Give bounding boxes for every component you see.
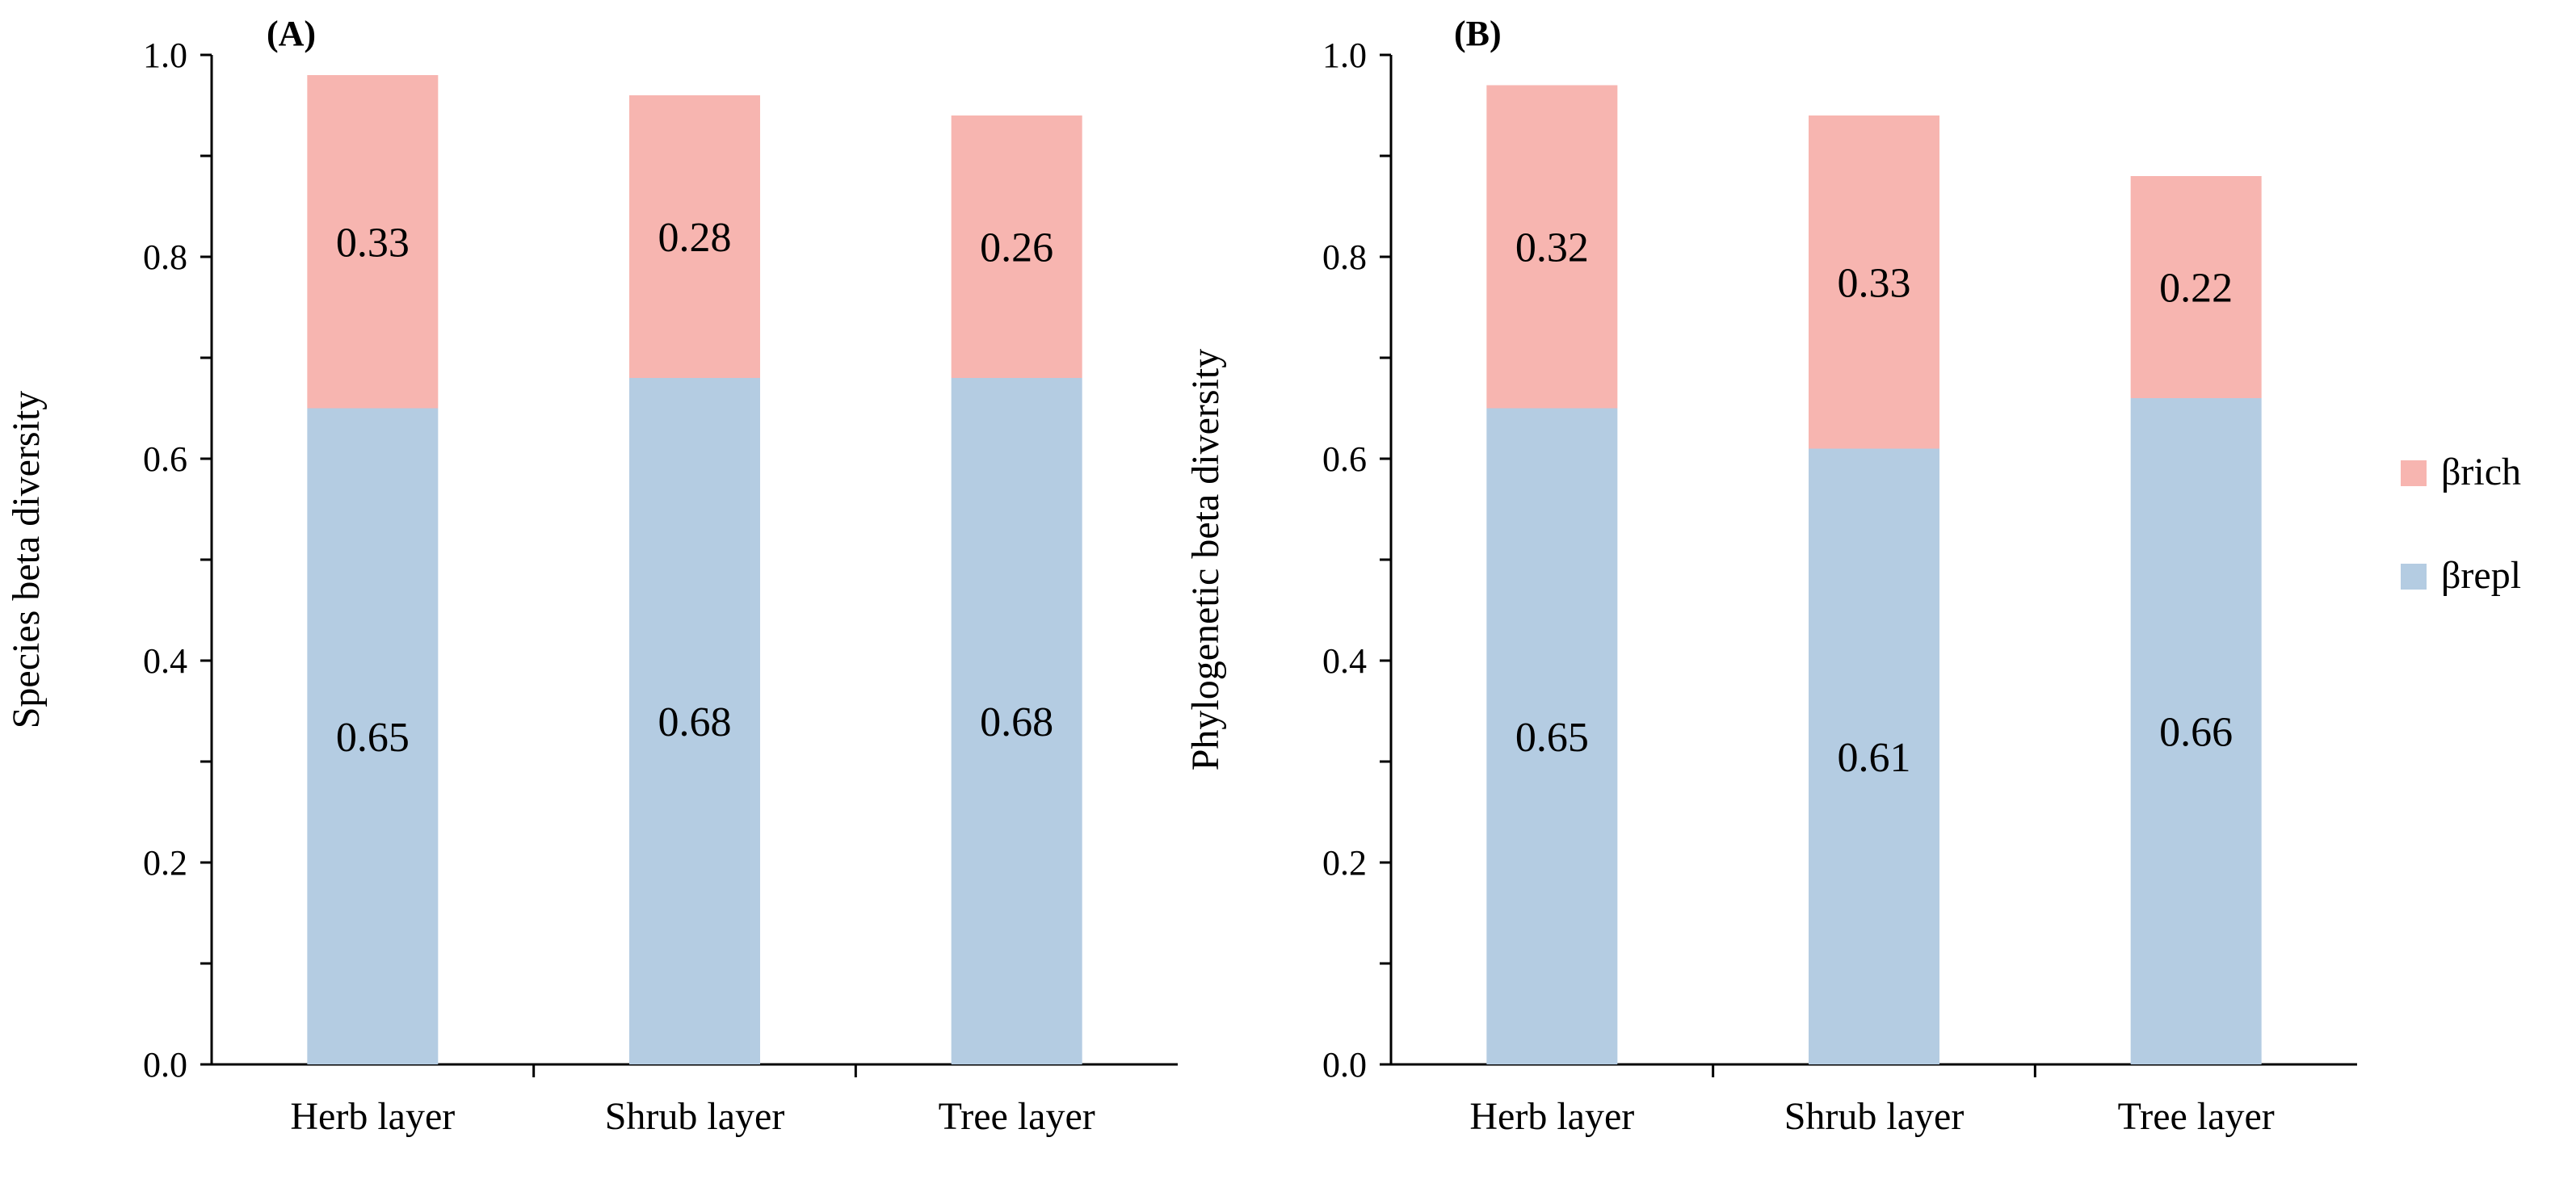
bar-value-label: 0.61	[1838, 735, 1911, 781]
legend-swatch	[2401, 564, 2427, 590]
y-axis-title: Species beta diversity	[5, 391, 48, 729]
bar-repl	[1486, 408, 1618, 1064]
bar-repl	[2130, 398, 2262, 1064]
legend-swatch	[2401, 460, 2427, 486]
bar-repl	[629, 378, 760, 1064]
y-tick-label: 0.8	[143, 237, 187, 277]
panel-label: (B)	[1454, 14, 1502, 53]
x-category-label: Shrub layer	[605, 1095, 785, 1138]
y-tick-label: 0.0	[143, 1045, 187, 1085]
bar-value-label: 0.22	[2159, 266, 2233, 312]
bar-rich	[629, 95, 760, 378]
bar-rich	[1486, 85, 1618, 409]
y-axis-title: Phylogenetic beta diversity	[1184, 349, 1227, 771]
bar-repl	[1809, 448, 1939, 1064]
y-tick-label: 0.6	[1322, 439, 1367, 479]
bar-value-label: 0.65	[1515, 715, 1589, 761]
bar-rich	[951, 115, 1082, 378]
bar-rich	[307, 75, 439, 409]
bar-rich	[2130, 176, 2262, 398]
x-category-label: Herb layer	[1469, 1095, 1634, 1138]
bar-value-label: 0.68	[658, 699, 732, 745]
chart-panel-b: 0.0 0.2 0.4 0.6 0.8 1.0 0.65 0.32 Herb layer 0.61…	[1184, 14, 2357, 1138]
x-category-label: Tree layer	[2118, 1095, 2275, 1138]
x-category-label: Herb layer	[290, 1095, 455, 1138]
bar-repl	[951, 378, 1082, 1064]
legend-label: βrepl	[2441, 554, 2521, 597]
bar-value-label: 0.33	[1838, 260, 1911, 306]
x-category-label: Shrub layer	[1784, 1095, 1965, 1138]
bar-value-label: 0.28	[658, 215, 732, 261]
bar-rich	[1809, 115, 1939, 449]
y-tick-label: 1.0	[1322, 36, 1367, 75]
bar-value-label: 0.68	[980, 699, 1053, 745]
legend: βrich βrepl	[2401, 451, 2521, 597]
bar-value-label: 0.32	[1515, 225, 1589, 271]
bar-repl	[307, 408, 439, 1064]
bar-value-label: 0.26	[980, 225, 1053, 271]
legend-label: βrich	[2441, 451, 2521, 493]
y-tick-label: 0.6	[143, 439, 187, 479]
y-tick-label: 0.4	[1322, 641, 1367, 681]
y-tick-label: 0.8	[1322, 237, 1367, 277]
bar-value-label: 0.66	[2159, 710, 2233, 756]
y-tick-label: 0.2	[1322, 843, 1367, 883]
bar-value-label: 0.65	[336, 715, 410, 761]
panel-label: (A)	[267, 14, 316, 53]
y-tick-label: 1.0	[143, 36, 187, 75]
y-tick-label: 0.0	[1322, 1045, 1367, 1085]
bar-value-label: 0.33	[336, 220, 410, 266]
chart-panel-a: 0.0 0.2 0.4 0.6 0.8 1.0 0.65 0.33 Herb layer 0.68…	[5, 14, 1178, 1138]
y-tick-label: 0.4	[143, 641, 187, 681]
x-category-label: Tree layer	[939, 1095, 1095, 1138]
y-tick-label: 0.2	[143, 843, 187, 883]
